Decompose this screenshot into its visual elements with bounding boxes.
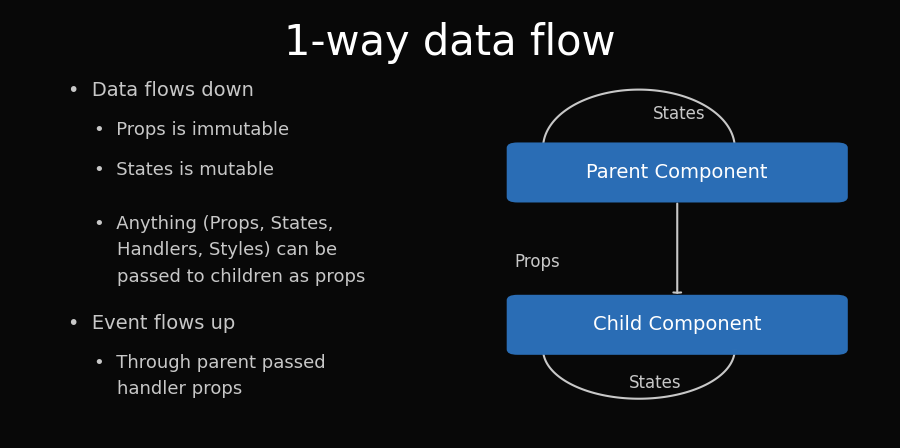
Text: •  Data flows down: • Data flows down [68,81,254,99]
Text: States: States [629,374,681,392]
Text: 1-way data flow: 1-way data flow [284,22,616,65]
Text: Child Component: Child Component [593,315,761,334]
Text: States: States [653,105,706,123]
Text: Props: Props [514,253,560,271]
FancyBboxPatch shape [507,295,848,355]
FancyBboxPatch shape [507,142,848,202]
Text: •  States is mutable: • States is mutable [94,161,274,179]
Text: Parent Component: Parent Component [587,163,768,182]
Text: •  Through parent passed
    handler props: • Through parent passed handler props [94,354,326,398]
Text: •  Anything (Props, States,
    Handlers, Styles) can be
    passed to children : • Anything (Props, States, Handlers, Sty… [94,215,366,286]
Text: •  Props is immutable: • Props is immutable [94,121,290,139]
Text: •  Event flows up: • Event flows up [68,314,235,332]
